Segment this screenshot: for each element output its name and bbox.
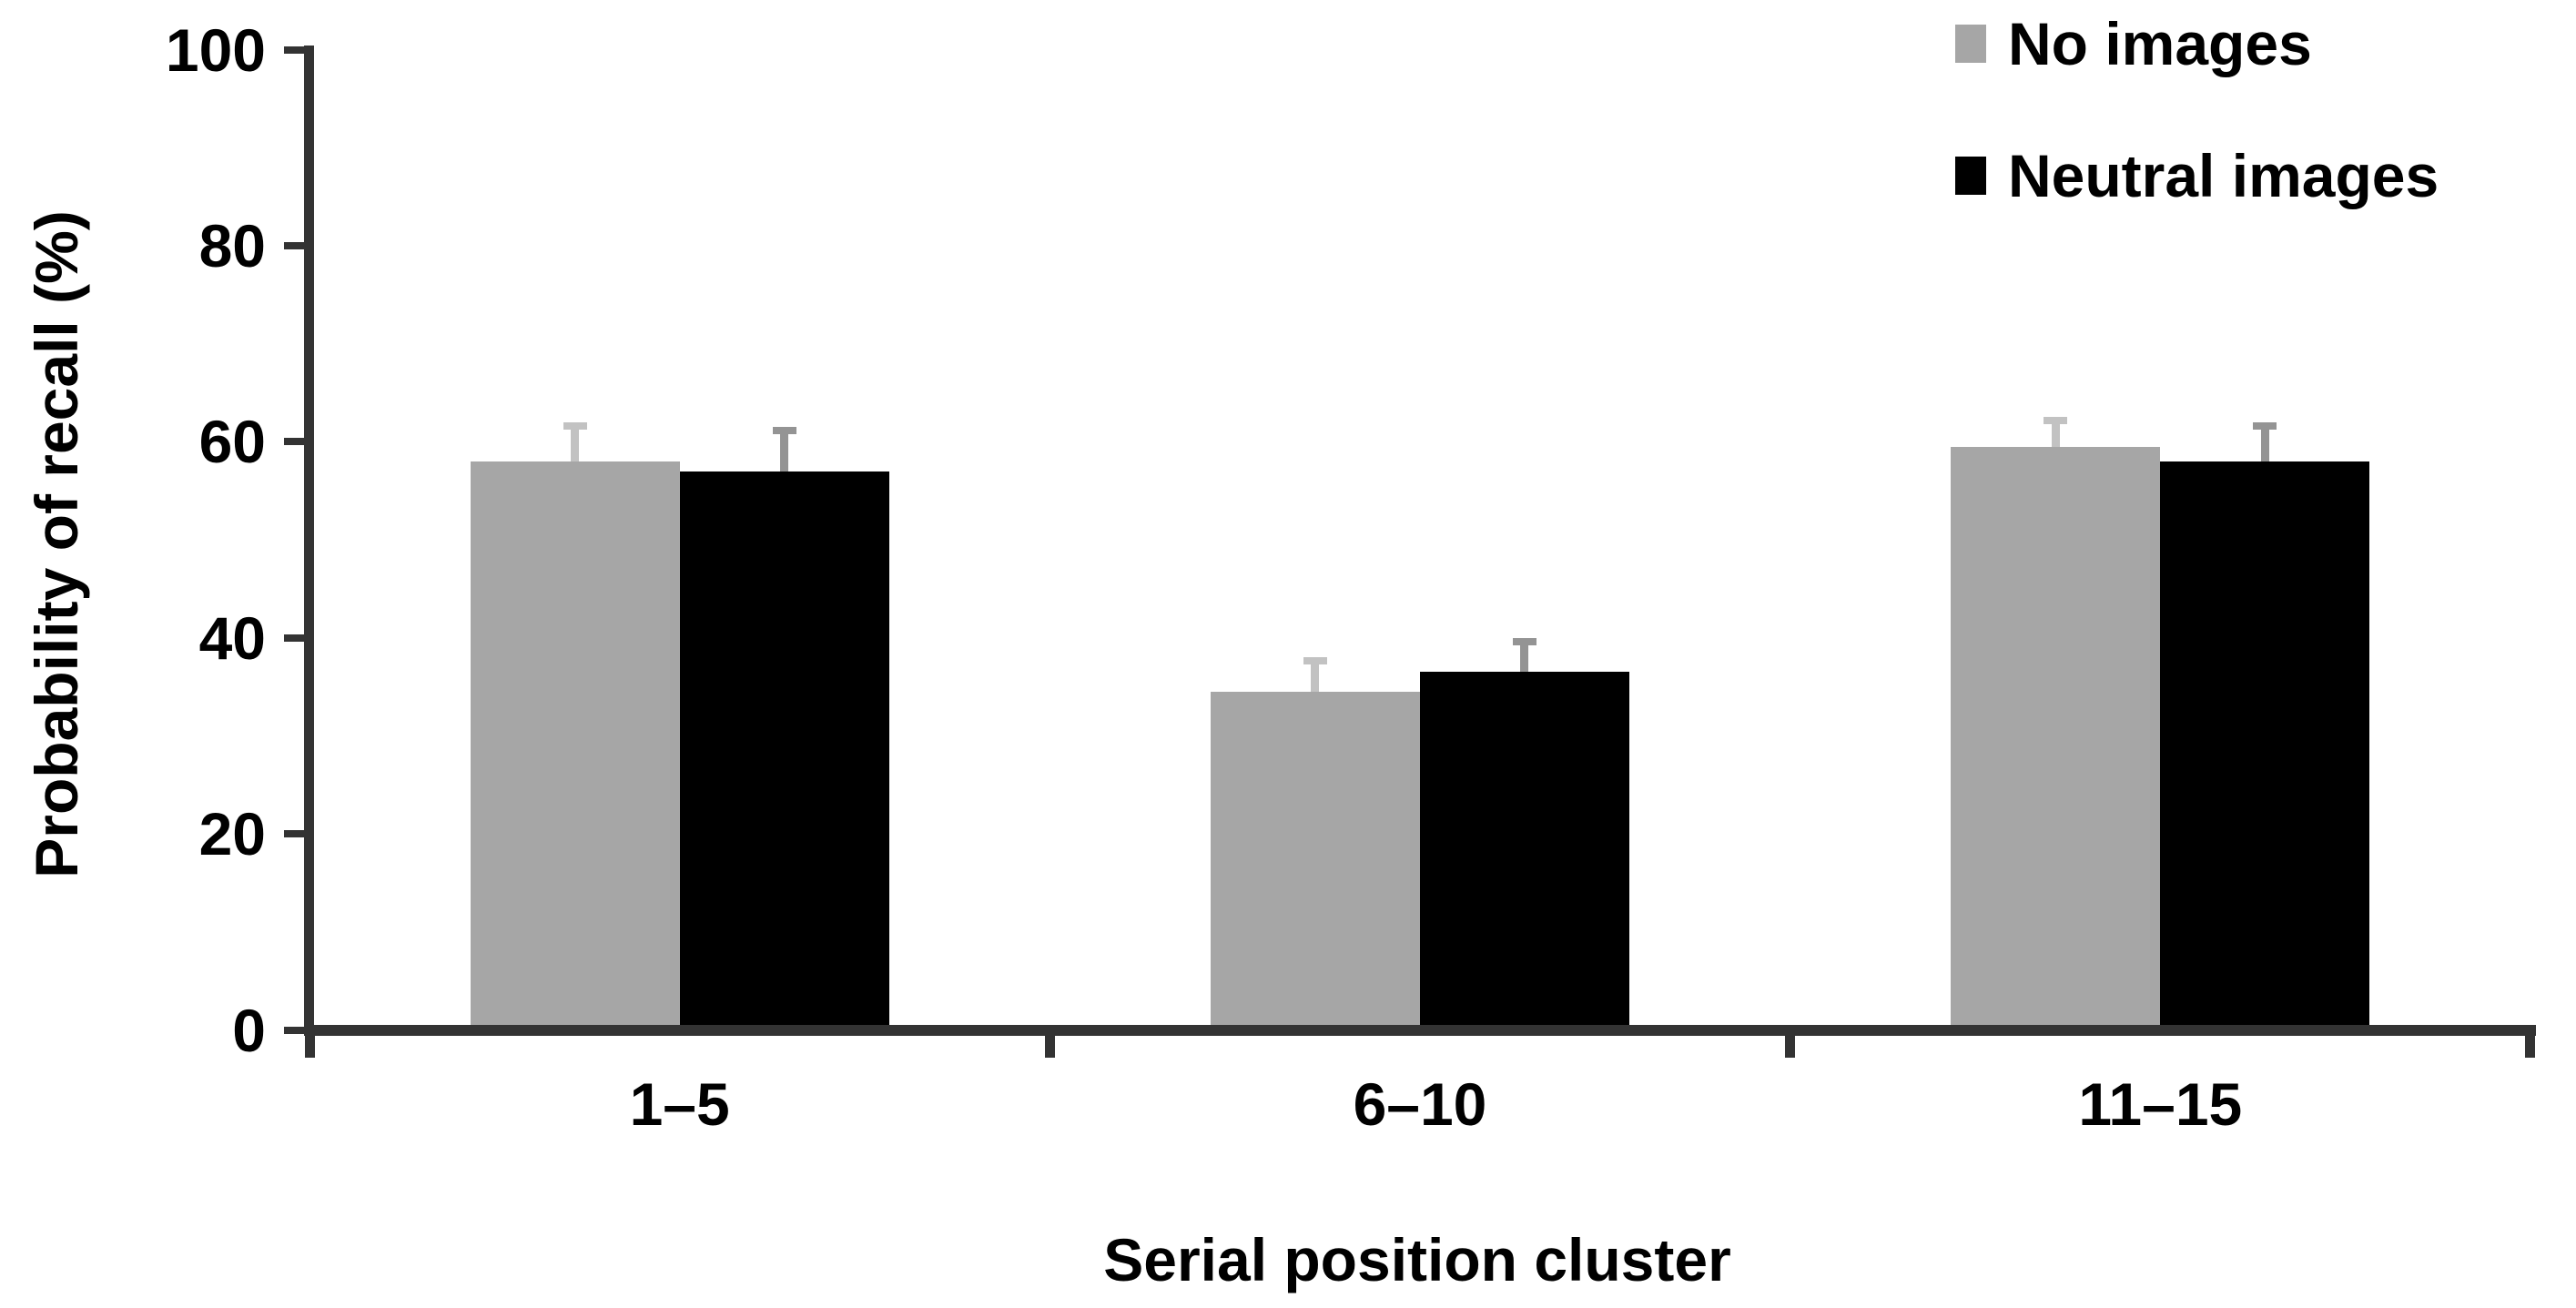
x-axis-line [304,1025,2536,1036]
error-bar-stem [1520,643,1529,673]
y-tick-label: 80 [198,211,266,279]
bar-no-images [470,461,680,1034]
y-axis-tick [284,241,304,249]
y-axis-line [304,46,314,1036]
legend-label-no-images: No images [2008,10,2312,77]
x-category-label: 11–15 [2078,1070,2243,1138]
y-tick-label: 60 [198,408,266,476]
legend-label-neutral-images: Neutral images [2008,142,2439,209]
x-axis-tick [1785,1025,1796,1058]
bar-neutral-images [2160,461,2370,1034]
error-bar-stem [2051,422,2060,447]
y-axis-tick [284,1026,304,1034]
error-bar-cap [1303,657,1327,665]
legend-marker-no-images [1955,25,1986,63]
y-tick-label: 0 [232,996,266,1064]
legend-item-no-images: No images [1955,11,2439,76]
y-axis-tick [284,830,304,838]
y-tick-label: 40 [198,603,266,672]
bar-neutral-images [1419,672,1629,1034]
legend-item-neutral-images: Neutral images [1955,143,2439,208]
x-axis-tick [304,1025,315,1058]
legend: No images Neutral images [1955,11,2439,208]
error-bar-cap [563,421,587,430]
x-category-label: 6–10 [1353,1070,1487,1138]
y-axis-title: Probability of recall (%) [23,210,90,878]
error-bar-stem [2260,427,2269,461]
x-axis-title: Serial position cluster [1103,1226,1731,1293]
error-bar-stem [780,432,789,471]
bar-no-images [1951,446,2161,1034]
legend-marker-neutral-images [1955,157,1986,195]
y-axis-tick [284,438,304,446]
error-bar-cap [2044,417,2068,425]
x-category-label: 1–5 [629,1070,730,1138]
y-axis-tick [284,634,304,642]
error-bar-cap [1512,637,1536,645]
y-tick-label: 100 [165,15,266,84]
bar-neutral-images [679,471,889,1034]
error-bar-stem [1311,663,1320,692]
x-axis-tick [1044,1025,1055,1058]
error-bar-cap [2253,421,2277,430]
bar-no-images [1210,691,1420,1034]
error-bar-stem [571,427,580,461]
x-axis-tick [2525,1025,2536,1058]
y-tick-label: 20 [198,800,266,868]
error-bar-cap [772,427,796,435]
y-axis-tick [284,46,304,54]
